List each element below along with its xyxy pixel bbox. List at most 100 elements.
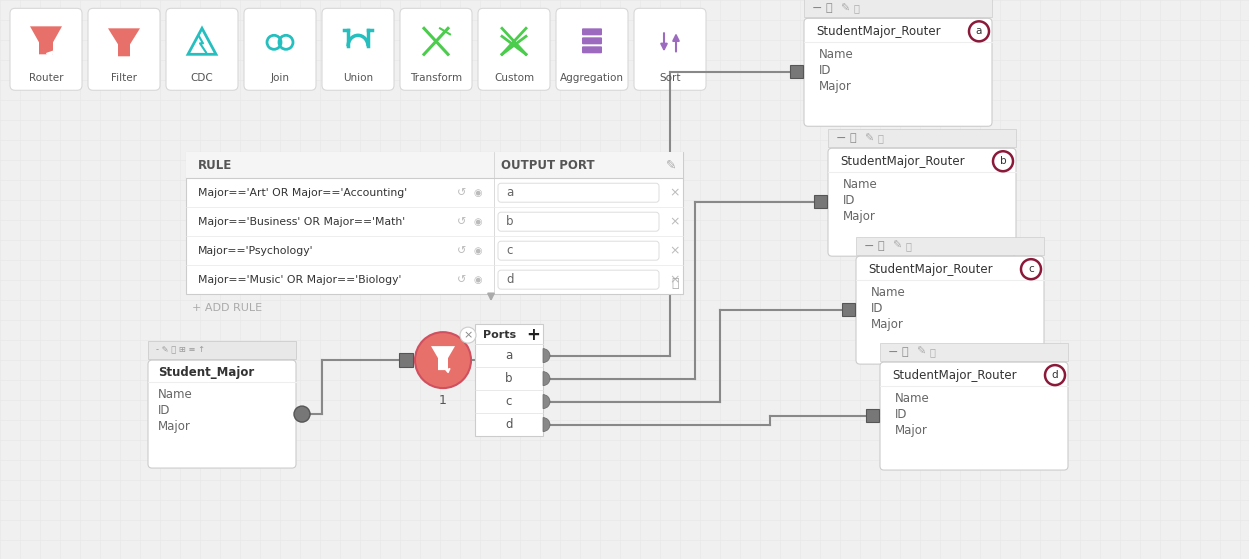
Text: ID: ID — [159, 404, 171, 416]
Text: StudentMajor_Router: StudentMajor_Router — [816, 25, 940, 38]
Text: Major: Major — [159, 420, 191, 433]
Text: ◉: ◉ — [473, 217, 482, 227]
Text: RULE: RULE — [199, 159, 232, 172]
Bar — [186, 152, 683, 178]
Text: ✎: ✎ — [666, 159, 676, 172]
Text: ◉: ◉ — [473, 188, 482, 198]
Polygon shape — [107, 29, 140, 56]
Wedge shape — [543, 349, 550, 363]
FancyBboxPatch shape — [10, 8, 82, 91]
FancyBboxPatch shape — [400, 8, 472, 91]
Circle shape — [460, 327, 476, 343]
Text: Router: Router — [29, 73, 64, 83]
Text: +: + — [526, 326, 540, 344]
Text: Major=='Art' OR Major=='Accounting': Major=='Art' OR Major=='Accounting' — [199, 188, 407, 198]
Text: −: − — [812, 2, 823, 15]
Circle shape — [415, 332, 471, 388]
Text: Name: Name — [896, 392, 929, 405]
Bar — [814, 195, 827, 208]
Text: OUTPUT PORT: OUTPUT PORT — [501, 159, 595, 172]
Text: d: d — [506, 418, 513, 431]
Text: Major: Major — [871, 318, 904, 330]
Bar — [186, 152, 683, 294]
FancyBboxPatch shape — [478, 8, 550, 91]
Bar — [856, 237, 1044, 255]
FancyBboxPatch shape — [498, 212, 659, 231]
Text: 🗑: 🗑 — [906, 241, 912, 251]
Polygon shape — [431, 346, 455, 370]
Text: Aggregation: Aggregation — [560, 73, 624, 83]
Text: 🗑: 🗑 — [878, 133, 884, 143]
Text: Union: Union — [343, 73, 373, 83]
Text: b: b — [506, 372, 513, 385]
Text: + ADD RULE: + ADD RULE — [192, 303, 262, 313]
FancyBboxPatch shape — [556, 8, 628, 91]
Text: c: c — [506, 244, 512, 257]
Text: a: a — [975, 26, 982, 36]
Text: ID: ID — [843, 194, 856, 207]
Text: Major=='Music' OR Major=='Biology': Major=='Music' OR Major=='Biology' — [199, 274, 401, 285]
FancyBboxPatch shape — [166, 8, 239, 91]
Text: ID: ID — [896, 408, 908, 420]
Circle shape — [1045, 365, 1065, 385]
Bar — [398, 353, 413, 367]
Text: a: a — [506, 349, 512, 362]
Text: ⓘ: ⓘ — [826, 3, 833, 13]
Circle shape — [1020, 259, 1040, 279]
Text: CDC: CDC — [191, 73, 214, 83]
FancyBboxPatch shape — [582, 37, 602, 44]
Text: −: − — [864, 240, 874, 253]
Text: Name: Name — [843, 178, 878, 191]
Text: ⓘ: ⓘ — [851, 133, 857, 143]
Text: ×: × — [463, 330, 472, 340]
FancyBboxPatch shape — [498, 183, 659, 202]
Text: Ports: Ports — [483, 330, 516, 340]
Text: c: c — [1028, 264, 1034, 274]
Text: Transform: Transform — [410, 73, 462, 83]
Text: ↺: ↺ — [457, 217, 467, 227]
Text: ×: × — [669, 215, 681, 228]
Circle shape — [969, 21, 989, 41]
FancyBboxPatch shape — [828, 148, 1015, 256]
Text: a: a — [506, 186, 513, 199]
Polygon shape — [30, 26, 62, 54]
FancyBboxPatch shape — [582, 29, 602, 35]
Text: ⓘ: ⓘ — [902, 347, 908, 357]
Text: ✎: ✎ — [864, 133, 873, 143]
Text: ×: × — [669, 244, 681, 257]
Text: StudentMajor_Router: StudentMajor_Router — [868, 263, 993, 276]
Text: Filter: Filter — [111, 73, 137, 83]
Circle shape — [294, 406, 310, 422]
FancyBboxPatch shape — [498, 241, 659, 260]
Text: d: d — [1052, 370, 1058, 380]
Bar — [791, 65, 803, 78]
Text: Major: Major — [819, 80, 852, 93]
Text: Custom: Custom — [493, 73, 535, 83]
Text: Name: Name — [819, 48, 854, 61]
Text: b: b — [999, 157, 1007, 166]
Bar — [475, 324, 543, 436]
Text: b: b — [506, 215, 513, 228]
Bar — [804, 0, 992, 17]
Text: 1: 1 — [440, 394, 447, 406]
FancyBboxPatch shape — [322, 8, 393, 91]
Text: ×: × — [669, 186, 681, 199]
Text: ID: ID — [871, 302, 883, 315]
Text: ⤡: ⤡ — [672, 277, 679, 290]
Text: −: − — [888, 345, 898, 359]
Text: −: − — [836, 132, 847, 145]
Text: 🗑: 🗑 — [931, 347, 936, 357]
Text: StudentMajor_Router: StudentMajor_Router — [892, 368, 1017, 382]
FancyBboxPatch shape — [582, 46, 602, 53]
Text: - ✎ 🗑 ⊞ ≡ ↑: - ✎ 🗑 ⊞ ≡ ↑ — [156, 345, 205, 354]
Wedge shape — [543, 418, 550, 432]
Text: ID: ID — [819, 64, 832, 77]
Text: d: d — [506, 273, 513, 286]
Bar — [866, 409, 879, 422]
Text: Major=='Psychology': Major=='Psychology' — [199, 246, 313, 255]
Bar — [147, 341, 296, 359]
Circle shape — [993, 151, 1013, 171]
Wedge shape — [543, 372, 550, 386]
FancyBboxPatch shape — [804, 18, 992, 126]
Text: Name: Name — [159, 387, 192, 401]
